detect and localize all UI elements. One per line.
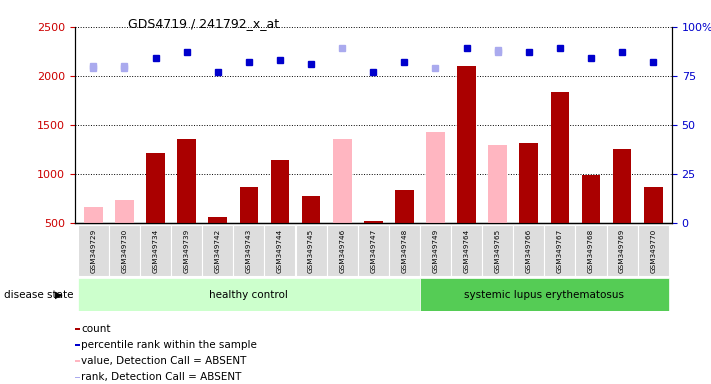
Bar [84, 207, 102, 223]
Text: GSM349765: GSM349765 [495, 229, 501, 273]
Bar [364, 221, 383, 223]
Bar [488, 146, 507, 223]
Text: GSM349769: GSM349769 [619, 229, 625, 273]
Bar [482, 225, 513, 276]
Bar [240, 187, 258, 223]
Text: GSM349730: GSM349730 [122, 229, 127, 273]
Bar [140, 225, 171, 276]
Bar [582, 175, 600, 223]
Bar [550, 91, 570, 223]
Bar [545, 225, 575, 276]
Text: GSM349766: GSM349766 [526, 229, 532, 273]
Text: disease state: disease state [4, 290, 73, 300]
Bar [233, 225, 264, 276]
Text: GSM349770: GSM349770 [651, 229, 656, 273]
Bar [301, 196, 321, 223]
Bar [77, 225, 109, 276]
Bar [513, 225, 545, 276]
Bar [457, 66, 476, 223]
Bar [420, 225, 451, 276]
Bar [644, 187, 663, 223]
Bar [326, 225, 358, 276]
Bar [575, 225, 606, 276]
Text: GSM349767: GSM349767 [557, 229, 563, 273]
Bar [389, 225, 420, 276]
Bar [75, 328, 80, 329]
Text: ▶: ▶ [55, 290, 63, 300]
Bar [451, 225, 482, 276]
Bar [264, 225, 296, 276]
Text: GSM349745: GSM349745 [308, 229, 314, 273]
Bar [426, 132, 445, 223]
Bar [606, 225, 638, 276]
Bar [75, 361, 80, 362]
Bar [115, 200, 134, 223]
Bar [177, 139, 196, 223]
Text: GSM349748: GSM349748 [402, 229, 407, 273]
Text: GSM349764: GSM349764 [464, 229, 469, 273]
Text: GSM349734: GSM349734 [153, 229, 159, 273]
Bar [333, 139, 351, 223]
Text: GSM349743: GSM349743 [246, 229, 252, 273]
Bar [146, 153, 165, 223]
Bar [171, 225, 202, 276]
Text: percentile rank within the sample: percentile rank within the sample [81, 340, 257, 350]
Bar [208, 217, 227, 223]
Bar [395, 190, 414, 223]
Bar [358, 225, 389, 276]
Bar [75, 344, 80, 346]
Text: healthy control: healthy control [210, 290, 288, 300]
Text: systemic lupus erythematosus: systemic lupus erythematosus [464, 290, 624, 300]
Text: count: count [81, 324, 111, 334]
Bar [613, 149, 631, 223]
Bar [638, 225, 669, 276]
Text: GSM349744: GSM349744 [277, 229, 283, 273]
Text: GSM349768: GSM349768 [588, 229, 594, 273]
Text: GSM349729: GSM349729 [90, 229, 96, 273]
Text: GSM349749: GSM349749 [432, 229, 439, 273]
Bar [202, 225, 233, 276]
Bar [296, 225, 326, 276]
Bar [77, 278, 420, 311]
Bar [109, 225, 140, 276]
Bar [271, 160, 289, 223]
Bar [420, 278, 669, 311]
Text: GSM349747: GSM349747 [370, 229, 376, 273]
Bar [520, 143, 538, 223]
Text: GSM349746: GSM349746 [339, 229, 345, 273]
Text: GSM349742: GSM349742 [215, 229, 220, 273]
Bar [75, 377, 80, 378]
Text: rank, Detection Call = ABSENT: rank, Detection Call = ABSENT [81, 372, 242, 382]
Text: GSM349739: GSM349739 [183, 229, 190, 273]
Text: value, Detection Call = ABSENT: value, Detection Call = ABSENT [81, 356, 247, 366]
Text: GDS4719 / 241792_x_at: GDS4719 / 241792_x_at [128, 17, 279, 30]
